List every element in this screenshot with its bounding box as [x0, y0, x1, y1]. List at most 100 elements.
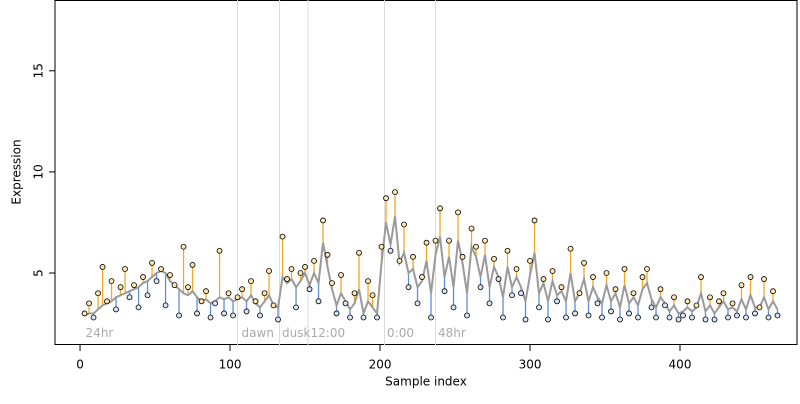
data-point — [747, 274, 754, 280]
data-point — [153, 278, 160, 284]
data-point — [693, 302, 700, 309]
data-point — [459, 253, 466, 260]
data-point — [306, 286, 313, 293]
data-point — [455, 209, 461, 216]
plot-frame — [54, 0, 798, 345]
data-point — [167, 272, 173, 278]
data-point — [464, 312, 470, 319]
data-point — [302, 264, 308, 270]
data-point — [383, 195, 389, 202]
data-point — [689, 314, 695, 321]
data-point — [720, 290, 727, 297]
data-point — [378, 243, 385, 250]
data-point — [446, 237, 452, 244]
data-point — [495, 276, 502, 282]
data-point — [491, 255, 497, 262]
data-point — [423, 239, 430, 246]
data-point — [131, 282, 137, 289]
phase-label: 48hr — [438, 326, 466, 340]
data-point — [405, 284, 412, 291]
data-point — [437, 205, 443, 212]
data-point — [342, 300, 349, 307]
data-point — [329, 280, 335, 287]
data-point — [662, 302, 668, 309]
y-axis-label: Expression — [10, 139, 24, 204]
data-point — [333, 310, 340, 317]
data-point — [648, 304, 655, 311]
data-point — [590, 274, 596, 280]
data-point — [122, 266, 128, 272]
data-point — [765, 314, 772, 321]
data-point — [653, 314, 659, 321]
data-point — [243, 308, 250, 315]
data-point — [171, 282, 178, 289]
data-point — [365, 278, 371, 284]
data-point — [95, 290, 101, 297]
data-point — [630, 290, 637, 297]
data-point — [297, 270, 304, 276]
data-point — [698, 274, 704, 280]
phase-label: dusk — [282, 326, 310, 340]
data-point — [239, 286, 245, 293]
data-point — [347, 314, 353, 321]
data-point — [761, 276, 767, 282]
data-point — [716, 298, 722, 305]
data-point — [635, 314, 641, 321]
data-point — [360, 314, 367, 321]
data-point — [756, 304, 763, 311]
phase-label: 0:00 — [387, 326, 414, 340]
data-point — [585, 312, 592, 319]
data-point — [369, 292, 376, 299]
phase-label: 24hr — [86, 326, 114, 340]
data-point — [477, 284, 484, 291]
data-point — [639, 274, 646, 280]
data-point — [293, 304, 299, 311]
data-point — [230, 312, 236, 319]
data-point — [81, 310, 88, 317]
data-point — [581, 259, 587, 266]
data-point — [158, 266, 164, 272]
data-point — [392, 189, 398, 196]
data-point — [554, 298, 560, 305]
data-point — [666, 314, 673, 321]
data-point — [752, 310, 758, 317]
data-point — [522, 316, 529, 323]
data-point — [248, 278, 254, 284]
data-point — [338, 272, 344, 278]
data-point — [774, 312, 781, 319]
y-tick-label: 10 — [32, 164, 46, 179]
data-point — [608, 308, 614, 315]
data-point — [414, 300, 421, 307]
data-point — [176, 312, 182, 319]
data-point — [567, 245, 574, 252]
data-point — [324, 251, 331, 258]
data-point — [441, 288, 448, 295]
data-point — [234, 294, 241, 301]
data-point — [594, 300, 601, 307]
y-tick-label: 5 — [32, 269, 46, 277]
data-point — [198, 298, 205, 305]
data-point — [410, 253, 416, 260]
data-point — [657, 286, 664, 293]
data-point — [320, 217, 326, 224]
data-point — [419, 274, 425, 280]
data-point — [734, 312, 740, 319]
data-point — [315, 298, 322, 305]
data-point — [536, 304, 542, 311]
data-point — [90, 314, 97, 321]
data-point — [149, 259, 155, 266]
data-point — [509, 292, 515, 299]
data-point — [351, 290, 358, 297]
data-point — [450, 304, 457, 311]
data-point — [270, 302, 277, 309]
data-point — [738, 282, 745, 289]
data-point — [207, 314, 214, 321]
data-point — [482, 237, 488, 244]
data-point — [401, 221, 407, 228]
data-point — [770, 288, 776, 295]
x-tick-label: 300 — [519, 358, 542, 372]
data-point — [558, 284, 565, 291]
data-point — [540, 276, 547, 282]
x-tick-label: 400 — [669, 358, 692, 372]
